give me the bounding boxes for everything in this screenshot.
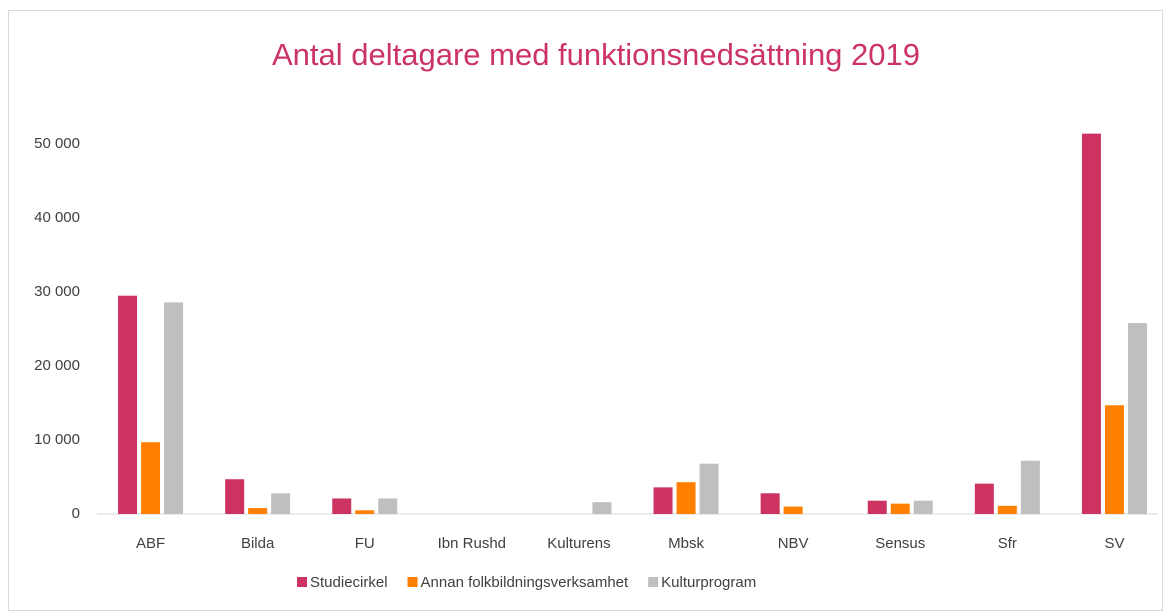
bar [653,487,673,514]
bar [118,295,138,514]
bar [997,505,1017,514]
bar [1081,133,1101,514]
bar [1104,405,1124,514]
x-tick-label: Kulturens [547,535,610,552]
x-tick-label: Sensus [875,535,925,552]
bar [890,503,910,514]
chart-frame [8,10,1163,611]
x-tick-label: Ibn Rushd [438,535,506,552]
y-tick-label: 50 000 [34,135,80,152]
bar [355,510,375,514]
bar [760,493,780,514]
bar [378,498,398,514]
legend-label: Studiecirkel [310,574,388,591]
x-tick-label: SV [1104,535,1124,552]
bar [913,500,933,514]
bar [867,500,887,514]
legend-swatch [297,577,307,587]
legend-swatch [407,577,418,587]
bar [225,479,245,514]
legend-label: Annan folkbildningsverksamhet [421,574,629,591]
bar [592,502,612,514]
legend-swatch [648,577,659,587]
x-tick-label: ABF [136,535,165,552]
bar [1127,323,1147,514]
bar [676,482,696,514]
bar [164,302,184,514]
x-tick-label: FU [355,535,375,552]
y-tick-label: 40 000 [34,209,80,226]
x-tick-label: Mbsk [668,535,704,552]
x-tick-label: Bilda [241,535,275,552]
y-tick-label: 30 000 [34,283,80,300]
bar [248,508,268,514]
chart-title: Antal deltagare med funktionsnedsättning… [272,37,920,72]
bar [332,498,352,514]
x-tick-label: Sfr [998,535,1017,552]
bar [1020,460,1040,514]
y-tick-label: 0 [72,505,80,522]
bar [699,463,719,514]
bar [974,483,994,514]
legend-label: Kulturprogram [661,574,756,591]
bar [141,442,161,514]
bar [271,493,291,514]
y-tick-label: 10 000 [34,431,80,448]
y-tick-label: 20 000 [34,357,80,374]
x-tick-label: NBV [778,535,809,552]
bar [783,506,803,514]
